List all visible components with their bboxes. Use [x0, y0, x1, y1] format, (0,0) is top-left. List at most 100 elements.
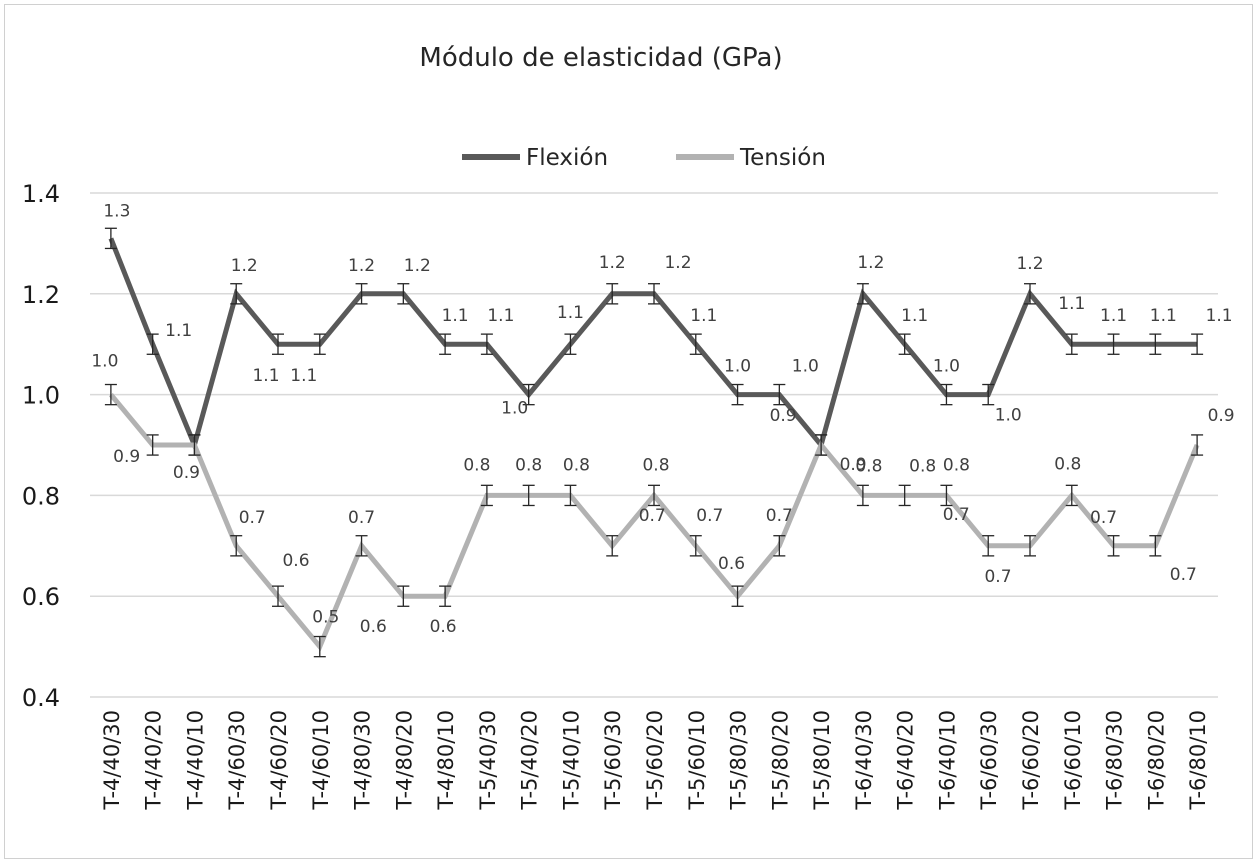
- y-tick-label: 1.4: [22, 180, 60, 208]
- x-tick-label: T-5/80/20: [768, 710, 792, 810]
- error-bar: [272, 585, 284, 607]
- data-label: 0.9: [1208, 406, 1235, 426]
- error-bar: [146, 333, 159, 355]
- error-bar: [230, 283, 243, 305]
- data-label: 1.0: [792, 357, 819, 377]
- x-tick-label: T-5/60/30: [601, 710, 625, 810]
- data-label: 1.0: [501, 399, 528, 419]
- data-label: 1.1: [252, 366, 279, 386]
- chart-title: Módulo de elasticidad (GPa): [419, 43, 782, 73]
- error-bar: [104, 227, 117, 250]
- x-tick-label: T-4/40/30: [100, 710, 124, 810]
- error-bar: [272, 333, 284, 355]
- x-tick-label: T-4/60/30: [225, 710, 249, 810]
- error-bar: [1024, 535, 1036, 557]
- x-tick-label: T-5/60/10: [685, 710, 709, 810]
- data-label: 1.1: [487, 306, 514, 326]
- data-label: 0.8: [943, 455, 970, 475]
- legend-label-tension: Tensión: [739, 145, 826, 171]
- error-bar: [355, 535, 368, 557]
- data-label: 1.2: [231, 256, 258, 276]
- error-bar: [480, 484, 493, 507]
- error-bar: [1065, 333, 1078, 355]
- error-bar: [1191, 434, 1204, 456]
- x-tick-label: T-6/60/20: [1019, 710, 1043, 810]
- x-tick-label: T-5/40/20: [518, 710, 542, 810]
- y-tick-label: 0.8: [22, 482, 60, 510]
- x-tick-label: T-6/40/20: [894, 710, 918, 810]
- data-label: 1.2: [664, 253, 691, 273]
- data-label: 1.1: [901, 306, 928, 326]
- data-label: 0.7: [984, 567, 1011, 587]
- error-bar: [104, 383, 117, 406]
- data-label: 1.3: [103, 201, 130, 221]
- error-bar: [522, 484, 535, 507]
- chart-frame: [4, 4, 1253, 859]
- series-flexion: [104, 227, 1204, 456]
- data-label: 1.0: [995, 406, 1022, 426]
- y-tick-label: 0.6: [22, 583, 60, 611]
- data-label: 1.1: [1206, 306, 1233, 326]
- data-label: 0.9: [770, 406, 797, 426]
- data-label: 0.7: [639, 506, 666, 526]
- error-bar: [773, 535, 786, 557]
- data-label: 0.8: [642, 455, 669, 475]
- error-bar: [564, 484, 577, 507]
- error-bar: [1149, 333, 1162, 355]
- error-bar: [898, 333, 911, 355]
- data-label: 0.8: [909, 456, 936, 476]
- legend-label-flexion: Flexión: [526, 145, 608, 171]
- data-label: 0.7: [239, 508, 266, 528]
- x-tick-label: T-4/60/10: [309, 710, 333, 810]
- data-label: 1.2: [404, 256, 431, 276]
- error-bar: [606, 535, 619, 557]
- data-label: 1.1: [165, 321, 192, 341]
- x-tick-label: T-6/60/10: [1061, 710, 1085, 810]
- error-bar: [856, 283, 869, 305]
- x-tick-label: T-4/80/30: [351, 710, 375, 810]
- y-tick-label: 0.4: [22, 684, 60, 712]
- data-label: 1.0: [933, 357, 960, 377]
- x-tick-label: T-6/80/30: [1103, 710, 1127, 810]
- error-bar: [355, 283, 368, 305]
- data-label: 1.2: [348, 256, 375, 276]
- error-bar: [1191, 333, 1204, 355]
- data-label: 1.1: [1100, 306, 1127, 326]
- data-label: 1.1: [690, 306, 717, 326]
- x-tick-label: T-4/60/20: [267, 710, 291, 810]
- error-bar: [230, 535, 243, 557]
- error-bar: [439, 333, 452, 355]
- x-tick-label: T-6/40/30: [852, 710, 876, 810]
- error-bar: [1107, 333, 1120, 355]
- y-tick-label: 1.2: [22, 281, 60, 309]
- data-label: 0.6: [430, 617, 457, 637]
- error-bar: [940, 383, 953, 406]
- error-bar: [1107, 535, 1120, 557]
- error-bar: [606, 283, 619, 305]
- error-bar: [856, 484, 869, 507]
- x-tick-label: T-4/80/20: [392, 710, 416, 810]
- data-label: 0.5: [312, 608, 339, 628]
- data-label: 0.7: [943, 505, 970, 525]
- error-bar: [731, 383, 744, 406]
- x-tick-label: T-6/80/10: [1186, 710, 1210, 810]
- data-label: 0.9: [840, 455, 867, 475]
- data-label: 0.6: [282, 551, 309, 571]
- error-bar: [648, 484, 660, 507]
- error-bar: [313, 333, 326, 355]
- x-tick-label: T-6/60/30: [977, 710, 1001, 810]
- data-label: 1.0: [91, 352, 118, 372]
- x-tick-label: T-5/80/30: [727, 710, 751, 810]
- data-label: 0.7: [766, 506, 793, 526]
- data-label: 1.1: [290, 366, 317, 386]
- data-label: 0.7: [348, 508, 375, 528]
- error-bar: [439, 585, 452, 607]
- error-bar: [313, 635, 326, 658]
- data-labels: 1.3 1.1 1.2 1.1 1.1 1.2 1.2 1.1 1.1 1.0 1.1 1.2 1.2 1…: [91, 201, 1234, 637]
- data-label: 1.1: [557, 303, 584, 323]
- x-tick-label: T-4/40/10: [183, 710, 207, 810]
- error-bar: [815, 434, 828, 456]
- error-bar: [689, 535, 702, 557]
- error-bar: [898, 484, 911, 507]
